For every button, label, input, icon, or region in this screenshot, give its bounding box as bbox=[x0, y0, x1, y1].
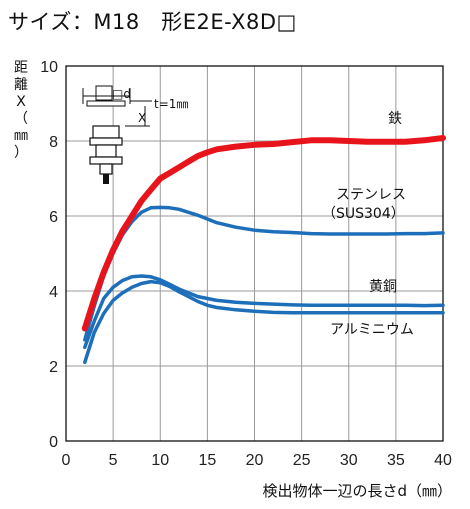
inset-t-label: t=1㎜ bbox=[154, 97, 188, 111]
series-line-3 bbox=[83, 279, 445, 365]
series-line-2 bbox=[83, 274, 445, 350]
sensor-nut-icon bbox=[89, 156, 123, 165]
plot-frame bbox=[65, 65, 444, 442]
target-square-icon bbox=[95, 85, 113, 101]
chart-title: サイズ：M18 形E2E-X8D□ bbox=[8, 10, 297, 34]
series-line-0 bbox=[81, 135, 446, 332]
y-tick-label: 8 bbox=[49, 134, 58, 151]
y-tick-label: 6 bbox=[49, 209, 58, 226]
x-tick-label: 10 bbox=[151, 452, 169, 469]
series-label-stainless: ステンレス bbox=[336, 187, 406, 203]
y-tick-label: 10 bbox=[40, 59, 58, 76]
x-tick-label: 20 bbox=[246, 452, 264, 469]
inset-d-label: □d bbox=[112, 87, 131, 101]
grid bbox=[66, 66, 443, 441]
sensor-tail-icon bbox=[99, 163, 113, 175]
series-label-stainless-sub: （SUS304） bbox=[322, 206, 405, 222]
series-lines bbox=[81, 135, 446, 365]
axes bbox=[65, 65, 444, 442]
x-tick-label: 5 bbox=[109, 452, 118, 469]
series-line-1 bbox=[83, 205, 445, 342]
y-axis-label-char: 距 bbox=[14, 60, 28, 76]
y-axis-label-char: ㎜ bbox=[14, 128, 28, 144]
x-tick-label: 30 bbox=[340, 452, 358, 469]
x-axis-label: 検出物体一辺の長さd（㎜） bbox=[262, 482, 452, 500]
sensor-head-icon bbox=[92, 125, 120, 139]
y-tick-label: 0 bbox=[49, 434, 58, 451]
x-tick-label: 0 bbox=[62, 452, 71, 469]
tick-labels: 0 5 10 15 20 25 30 35 40 0 2 4 6 8 10 bbox=[40, 59, 452, 469]
y-axis-label-char: X bbox=[16, 94, 26, 110]
sensor-cable-icon bbox=[103, 174, 109, 184]
y-axis-label-char: ） bbox=[14, 145, 28, 161]
x-tick-label: 25 bbox=[293, 452, 311, 469]
x-tick-label: 40 bbox=[434, 452, 452, 469]
x-tick-label: 15 bbox=[198, 452, 216, 469]
y-axis-label-char: 離 bbox=[14, 77, 28, 93]
y-tick-label: 4 bbox=[49, 284, 58, 301]
sensor-nut-icon bbox=[89, 137, 123, 146]
y-axis-label: 距 離 X （ ㎜ ） bbox=[12, 60, 30, 162]
y-tick-label: 2 bbox=[49, 359, 58, 376]
sensor-body-icon bbox=[95, 144, 117, 158]
y-axis-label-char: （ bbox=[14, 111, 28, 127]
target-plate-icon bbox=[86, 100, 126, 107]
series-label-aluminium: アルミニウム bbox=[330, 322, 414, 338]
series-label-brass: 黄銅 bbox=[369, 278, 397, 295]
x-tick-label: 35 bbox=[387, 452, 405, 469]
series-label-iron: 鉄 bbox=[388, 111, 402, 127]
inset-x-label: X bbox=[138, 111, 146, 125]
sensor-diagram: □d t=1㎜ X bbox=[82, 85, 188, 184]
